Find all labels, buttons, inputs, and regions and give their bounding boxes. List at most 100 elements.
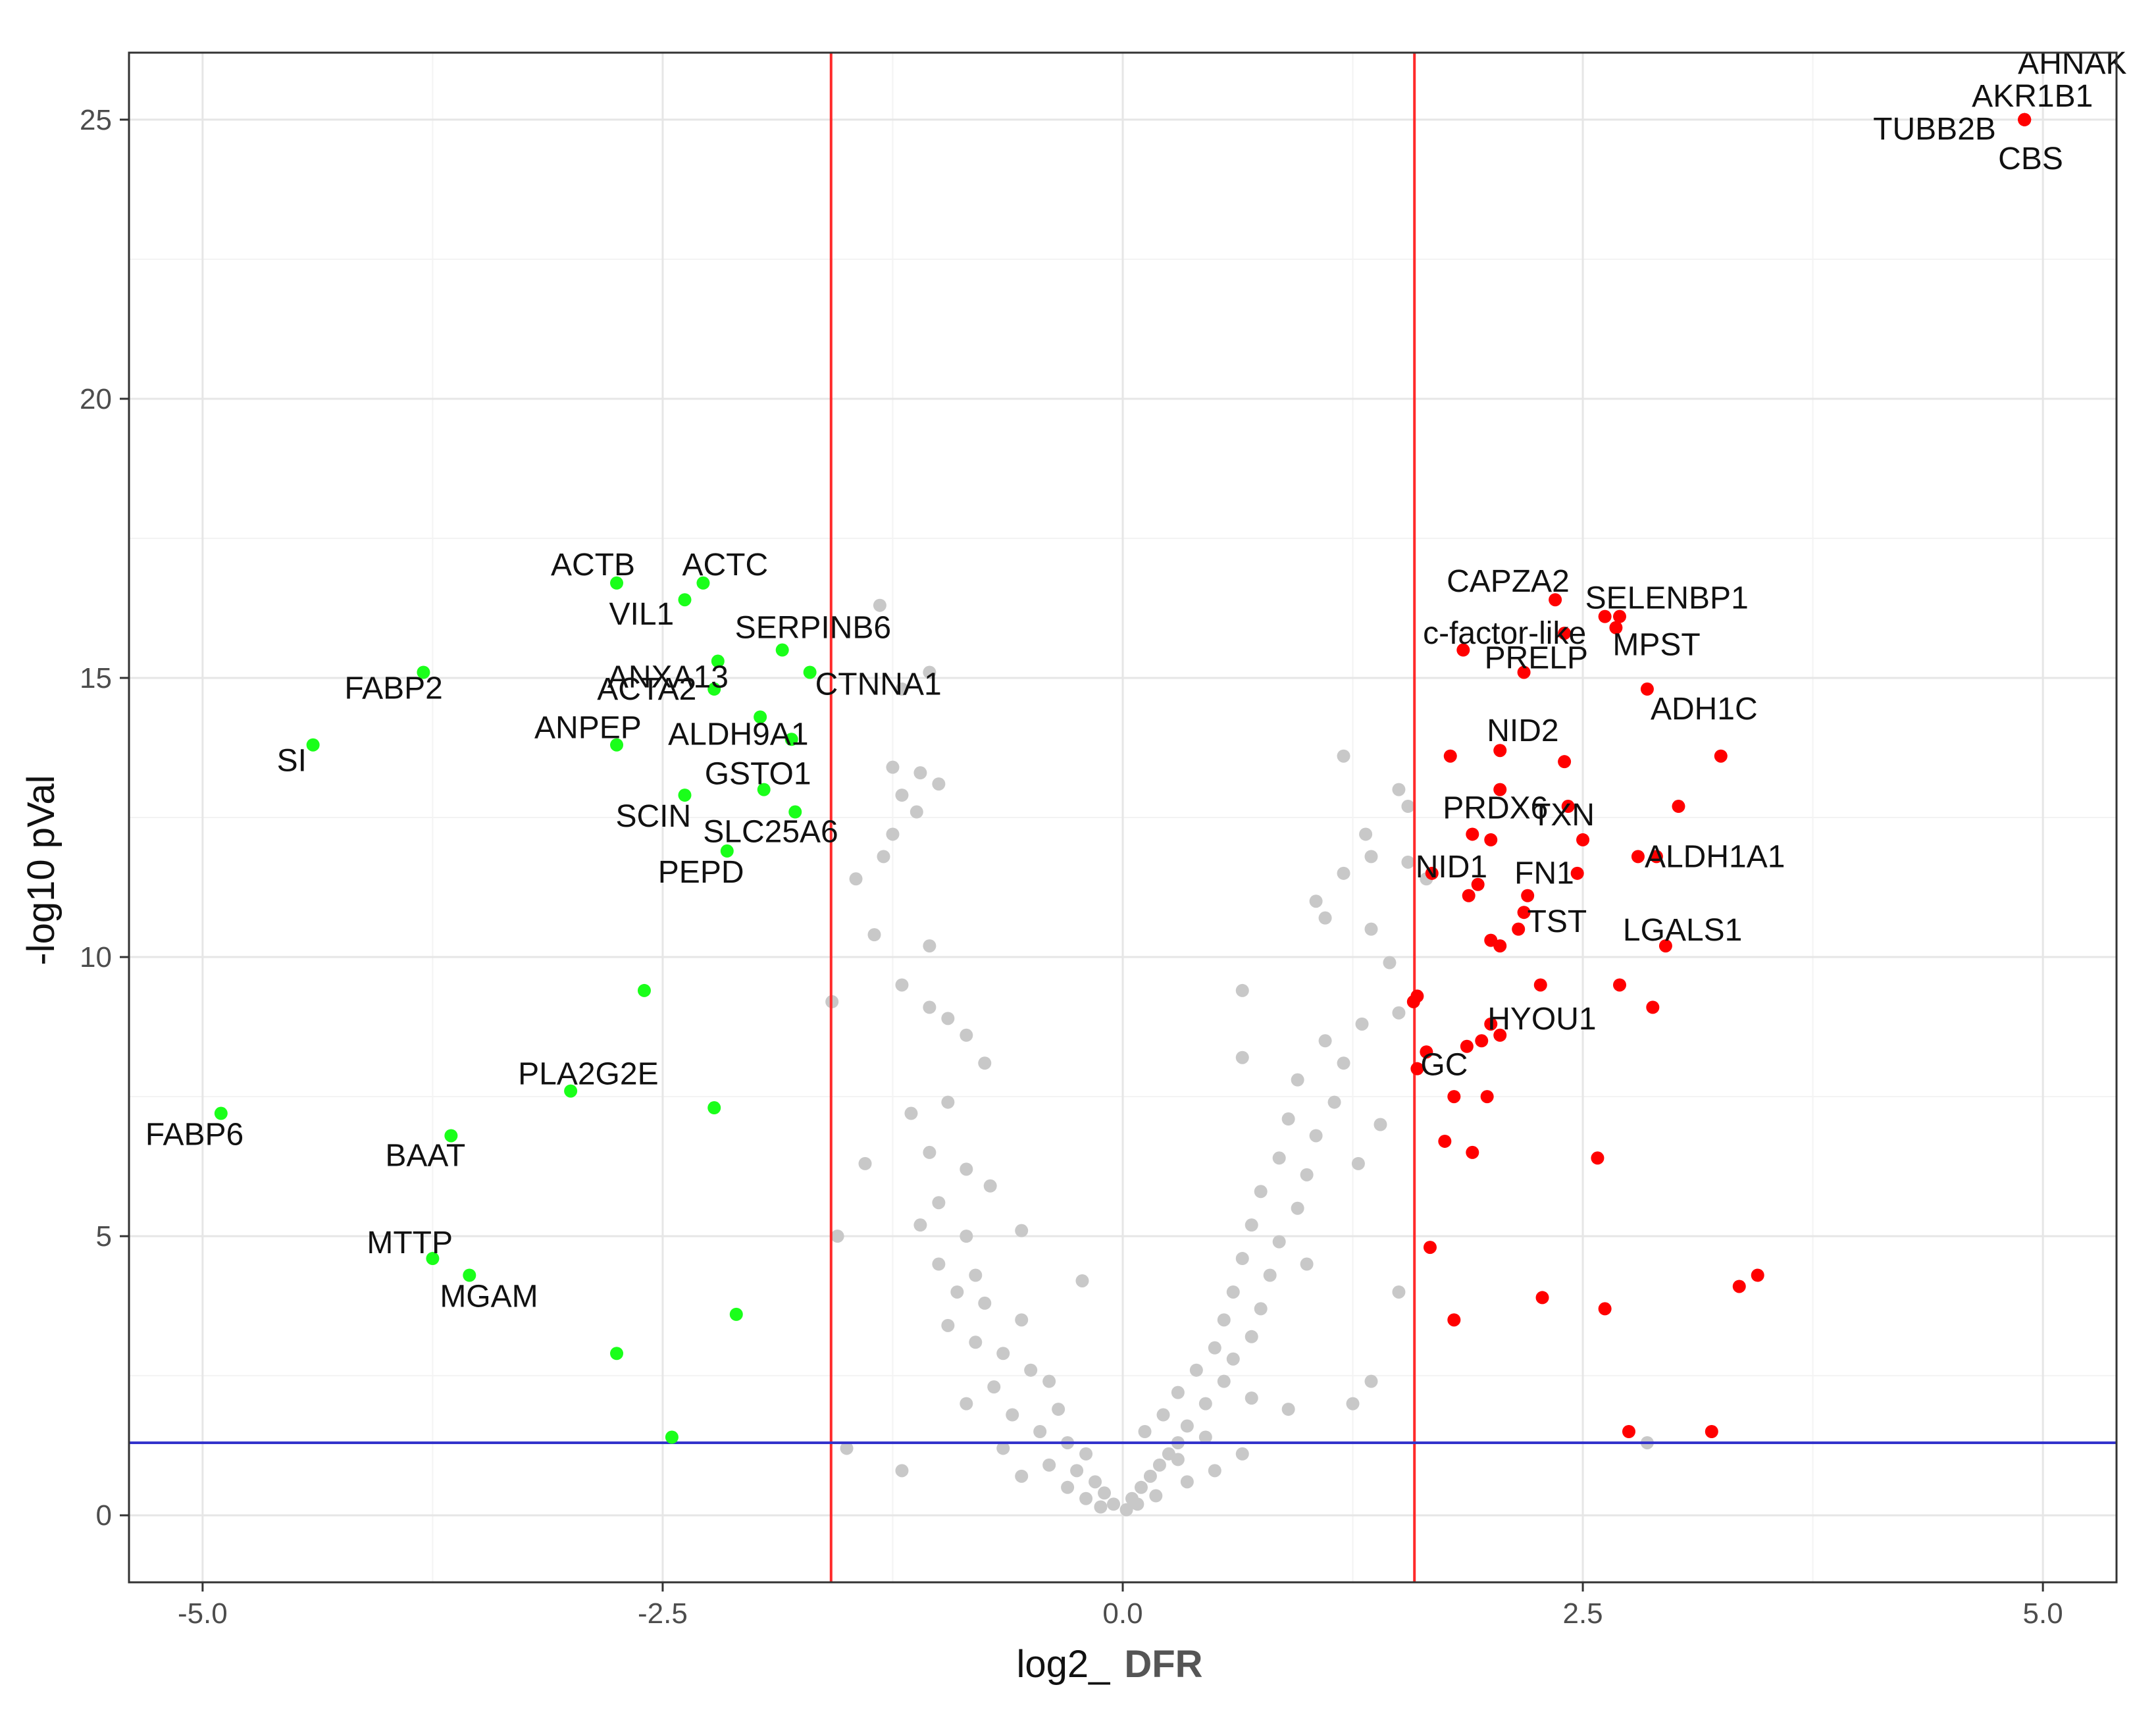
- data-point: [895, 978, 909, 992]
- data-point: [1149, 1489, 1163, 1503]
- data-point: [923, 665, 937, 679]
- data-point: [941, 1012, 955, 1025]
- data-point: [969, 1268, 983, 1282]
- gene-label: ALDH1A1: [1645, 839, 1785, 874]
- data-point: [1410, 1062, 1424, 1075]
- data-point: [1512, 922, 1526, 936]
- data-point: [1460, 1039, 1474, 1053]
- points-up-regulated: [1406, 113, 2032, 1438]
- data-point: [923, 1000, 937, 1014]
- data-point: [610, 1347, 624, 1360]
- data-point: [895, 682, 909, 696]
- data-point: [1245, 1218, 1258, 1232]
- data-point: [784, 733, 798, 746]
- data-point: [849, 872, 863, 886]
- data-point: [707, 1101, 721, 1115]
- gene-label: FABP2: [344, 671, 442, 706]
- data-point: [1570, 866, 1584, 880]
- data-point: [960, 1397, 973, 1411]
- data-point: [1466, 827, 1479, 841]
- data-point: [1107, 1497, 1121, 1511]
- points-down-regulated: [214, 576, 817, 1444]
- gene-label: TST: [1527, 904, 1587, 939]
- data-point: [1119, 1503, 1133, 1516]
- data-point: [711, 654, 725, 668]
- x-axis-title-bold: DFR: [1124, 1643, 1202, 1686]
- points-not-significant: [825, 598, 1654, 1516]
- data-point: [1337, 1056, 1350, 1070]
- data-point: [1318, 911, 1332, 925]
- data-point: [1484, 1017, 1498, 1031]
- gene-label: GC: [1420, 1048, 1468, 1083]
- data-point: [960, 1162, 973, 1176]
- gene-label: HYOU1: [1487, 1002, 1596, 1037]
- data-point: [1189, 1363, 1203, 1377]
- gene-label: ANXA13: [607, 660, 729, 695]
- x-tick-label: 5.0: [2023, 1597, 2063, 1630]
- data-point: [941, 1318, 955, 1332]
- x-axis-title: log2_ DFR: [1016, 1643, 1202, 1686]
- gene-label: NID2: [1487, 713, 1558, 748]
- data-point: [1346, 1397, 1360, 1411]
- data-point: [564, 1084, 578, 1098]
- data-point: [1423, 1241, 1437, 1255]
- data-point: [1383, 956, 1397, 970]
- data-point: [1466, 1145, 1479, 1159]
- data-point: [803, 665, 817, 679]
- data-point: [960, 1230, 973, 1243]
- data-point: [214, 1106, 228, 1120]
- data-point: [1493, 939, 1507, 953]
- data-point: [969, 1335, 983, 1349]
- data-point: [1392, 1285, 1406, 1299]
- data-point: [696, 576, 710, 590]
- data-point: [1198, 1397, 1212, 1411]
- data-point: [996, 1441, 1010, 1455]
- data-point: [637, 983, 651, 997]
- data-point: [987, 1380, 1001, 1394]
- data-point: [1462, 889, 1476, 902]
- data-point: [1042, 1458, 1056, 1472]
- x-tick-label: -2.5: [638, 1597, 688, 1630]
- data-point: [1143, 1469, 1157, 1483]
- data-point: [463, 1268, 476, 1282]
- data-point: [1613, 978, 1626, 992]
- data-point: [2018, 113, 2032, 126]
- data-point: [1024, 1363, 1038, 1377]
- data-point: [1558, 755, 1572, 769]
- data-point: [886, 827, 900, 841]
- data-point: [1561, 800, 1575, 814]
- y-tick-label: 25: [80, 104, 112, 136]
- data-point: [1705, 1424, 1718, 1438]
- data-point: [1033, 1424, 1047, 1438]
- data-point: [1300, 1257, 1314, 1271]
- y-axis: 0 5 10 15 20 25: [80, 104, 129, 1532]
- data-point: [426, 1252, 440, 1266]
- data-point: [1061, 1480, 1075, 1494]
- data-point: [1281, 1112, 1295, 1126]
- data-point: [1015, 1313, 1029, 1327]
- data-point: [1517, 665, 1531, 679]
- y-tick-label: 15: [80, 662, 112, 694]
- gene-label: AKR1B1: [1972, 79, 2093, 114]
- data-point: [1291, 1201, 1304, 1215]
- data-point: [1672, 800, 1685, 814]
- data-point: [1401, 855, 1415, 869]
- gene-label: LGALS1: [1623, 913, 1742, 948]
- data-point: [1131, 1497, 1144, 1511]
- data-point: [960, 1028, 973, 1042]
- data-point: [1438, 1134, 1452, 1148]
- data-point: [754, 710, 767, 724]
- x-tick-label: 0.0: [1102, 1597, 1142, 1630]
- data-point: [1447, 1313, 1461, 1327]
- gene-label: SI: [277, 744, 307, 779]
- gene-label: FN1: [1514, 856, 1574, 891]
- data-point: [1006, 1408, 1019, 1422]
- gene-label: CBS: [1998, 142, 2063, 176]
- data-point: [1480, 1090, 1494, 1104]
- data-point: [1355, 1017, 1369, 1031]
- data-point: [1493, 744, 1507, 758]
- data-point: [1015, 1469, 1029, 1483]
- data-point: [904, 1106, 918, 1120]
- data-point: [1217, 1374, 1231, 1388]
- gene-label: ACTA2: [597, 672, 696, 707]
